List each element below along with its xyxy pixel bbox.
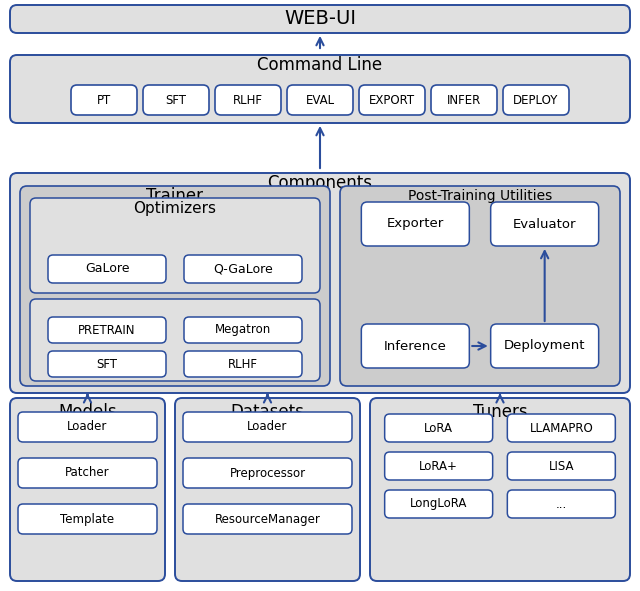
Text: LoRA: LoRA bbox=[424, 421, 453, 434]
FancyBboxPatch shape bbox=[184, 255, 302, 283]
Text: Trainer: Trainer bbox=[147, 187, 204, 205]
FancyBboxPatch shape bbox=[10, 173, 630, 393]
Text: SFT: SFT bbox=[97, 358, 118, 371]
Text: Components: Components bbox=[268, 174, 372, 192]
Text: Models: Models bbox=[58, 403, 117, 421]
Text: RLHF: RLHF bbox=[233, 93, 263, 106]
FancyBboxPatch shape bbox=[491, 324, 598, 368]
Text: Evaluator: Evaluator bbox=[513, 217, 577, 230]
Text: INFER: INFER bbox=[447, 93, 481, 106]
Text: Exporter: Exporter bbox=[387, 217, 444, 230]
Text: Preprocessor: Preprocessor bbox=[229, 466, 305, 479]
FancyBboxPatch shape bbox=[183, 412, 352, 442]
FancyBboxPatch shape bbox=[20, 186, 330, 386]
Text: Deployment: Deployment bbox=[504, 339, 586, 352]
Text: PRETRAIN: PRETRAIN bbox=[78, 323, 136, 336]
FancyBboxPatch shape bbox=[359, 85, 425, 115]
FancyBboxPatch shape bbox=[71, 85, 137, 115]
FancyBboxPatch shape bbox=[491, 202, 598, 246]
Text: Template: Template bbox=[60, 512, 115, 525]
FancyBboxPatch shape bbox=[48, 317, 166, 343]
Text: LongLoRA: LongLoRA bbox=[410, 498, 467, 511]
Text: LoRA+: LoRA+ bbox=[419, 459, 458, 472]
Text: Datasets: Datasets bbox=[230, 403, 305, 421]
Text: SFT: SFT bbox=[166, 93, 186, 106]
FancyBboxPatch shape bbox=[30, 198, 320, 293]
FancyBboxPatch shape bbox=[385, 490, 493, 518]
FancyBboxPatch shape bbox=[18, 504, 157, 534]
FancyBboxPatch shape bbox=[175, 398, 360, 581]
Text: Inference: Inference bbox=[384, 339, 447, 352]
FancyBboxPatch shape bbox=[10, 55, 630, 123]
Text: Patcher: Patcher bbox=[65, 466, 110, 479]
FancyBboxPatch shape bbox=[431, 85, 497, 115]
FancyBboxPatch shape bbox=[215, 85, 281, 115]
Text: ...: ... bbox=[556, 498, 567, 511]
Text: GaLore: GaLore bbox=[84, 262, 129, 275]
FancyBboxPatch shape bbox=[370, 398, 630, 581]
Text: Post-Training Utilities: Post-Training Utilities bbox=[408, 189, 552, 203]
Text: EXPORT: EXPORT bbox=[369, 93, 415, 106]
Text: Tuners: Tuners bbox=[473, 403, 527, 421]
FancyBboxPatch shape bbox=[340, 186, 620, 386]
Text: LISA: LISA bbox=[548, 459, 574, 472]
Text: Loader: Loader bbox=[247, 421, 288, 434]
Text: Optimizers: Optimizers bbox=[134, 200, 216, 216]
Text: PT: PT bbox=[97, 93, 111, 106]
FancyBboxPatch shape bbox=[362, 324, 469, 368]
Text: RLHF: RLHF bbox=[228, 358, 258, 371]
FancyBboxPatch shape bbox=[183, 504, 352, 534]
FancyBboxPatch shape bbox=[48, 255, 166, 283]
FancyBboxPatch shape bbox=[184, 317, 302, 343]
FancyBboxPatch shape bbox=[362, 202, 469, 246]
FancyBboxPatch shape bbox=[18, 458, 157, 488]
FancyBboxPatch shape bbox=[385, 452, 493, 480]
FancyBboxPatch shape bbox=[183, 458, 352, 488]
FancyBboxPatch shape bbox=[508, 414, 615, 442]
FancyBboxPatch shape bbox=[503, 85, 569, 115]
FancyBboxPatch shape bbox=[385, 414, 493, 442]
FancyBboxPatch shape bbox=[30, 299, 320, 381]
Text: ResourceManager: ResourceManager bbox=[214, 512, 321, 525]
FancyBboxPatch shape bbox=[10, 398, 165, 581]
FancyBboxPatch shape bbox=[287, 85, 353, 115]
Text: LLAMAPRO: LLAMAPRO bbox=[529, 421, 593, 434]
Text: WEB-UI: WEB-UI bbox=[284, 9, 356, 28]
Text: DEPLOY: DEPLOY bbox=[513, 93, 559, 106]
Text: EVAL: EVAL bbox=[305, 93, 335, 106]
Text: Loader: Loader bbox=[67, 421, 108, 434]
FancyBboxPatch shape bbox=[508, 490, 615, 518]
FancyBboxPatch shape bbox=[143, 85, 209, 115]
FancyBboxPatch shape bbox=[48, 351, 166, 377]
Text: Q-GaLore: Q-GaLore bbox=[213, 262, 273, 275]
FancyBboxPatch shape bbox=[184, 351, 302, 377]
FancyBboxPatch shape bbox=[508, 452, 615, 480]
Text: Megatron: Megatron bbox=[215, 323, 271, 336]
FancyBboxPatch shape bbox=[10, 5, 630, 33]
Text: Command Line: Command Line bbox=[257, 56, 383, 74]
FancyBboxPatch shape bbox=[18, 412, 157, 442]
